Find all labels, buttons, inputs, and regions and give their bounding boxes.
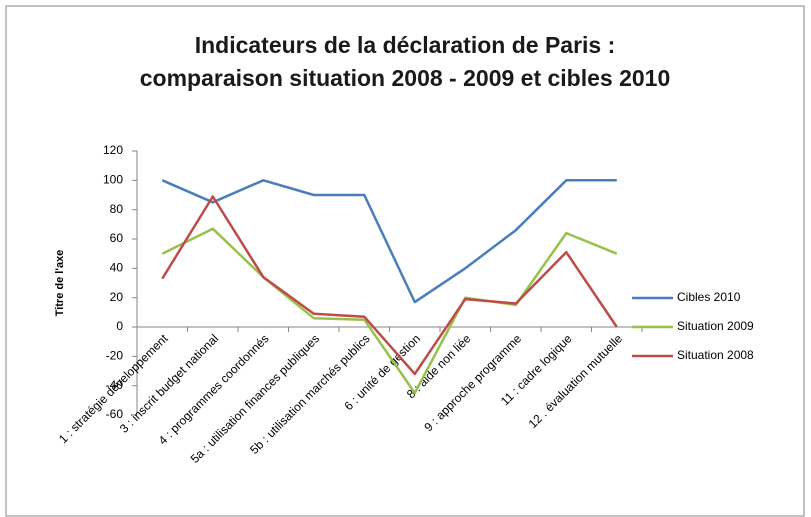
legend-label: Cibles 2010 [677,290,741,304]
y-tick-label: 60 [110,231,124,245]
y-tick-label: 20 [110,290,124,304]
y-tick-label: -60 [106,407,124,421]
y-tick-label: 120 [103,143,123,157]
series-line [161,227,618,395]
y-tick-label: 40 [110,261,124,275]
y-tick-label: 80 [110,202,124,216]
series-line [161,179,617,304]
y-tick-label: 0 [116,319,123,333]
chart-title: comparaison situation 2008 - 2009 et cib… [140,65,671,91]
series-line [161,195,618,376]
y-axis-label: Titre de l'axe [54,250,66,317]
y-tick-label: 100 [103,173,123,187]
legend-label: Situation 2009 [677,319,754,333]
y-tick-label: -40 [106,378,124,392]
chart-frame [5,5,805,517]
y-tick-label: -20 [106,349,124,363]
legend-label: Situation 2008 [677,348,754,362]
chart-title: Indicateurs de la déclaration de Paris : [195,32,616,58]
